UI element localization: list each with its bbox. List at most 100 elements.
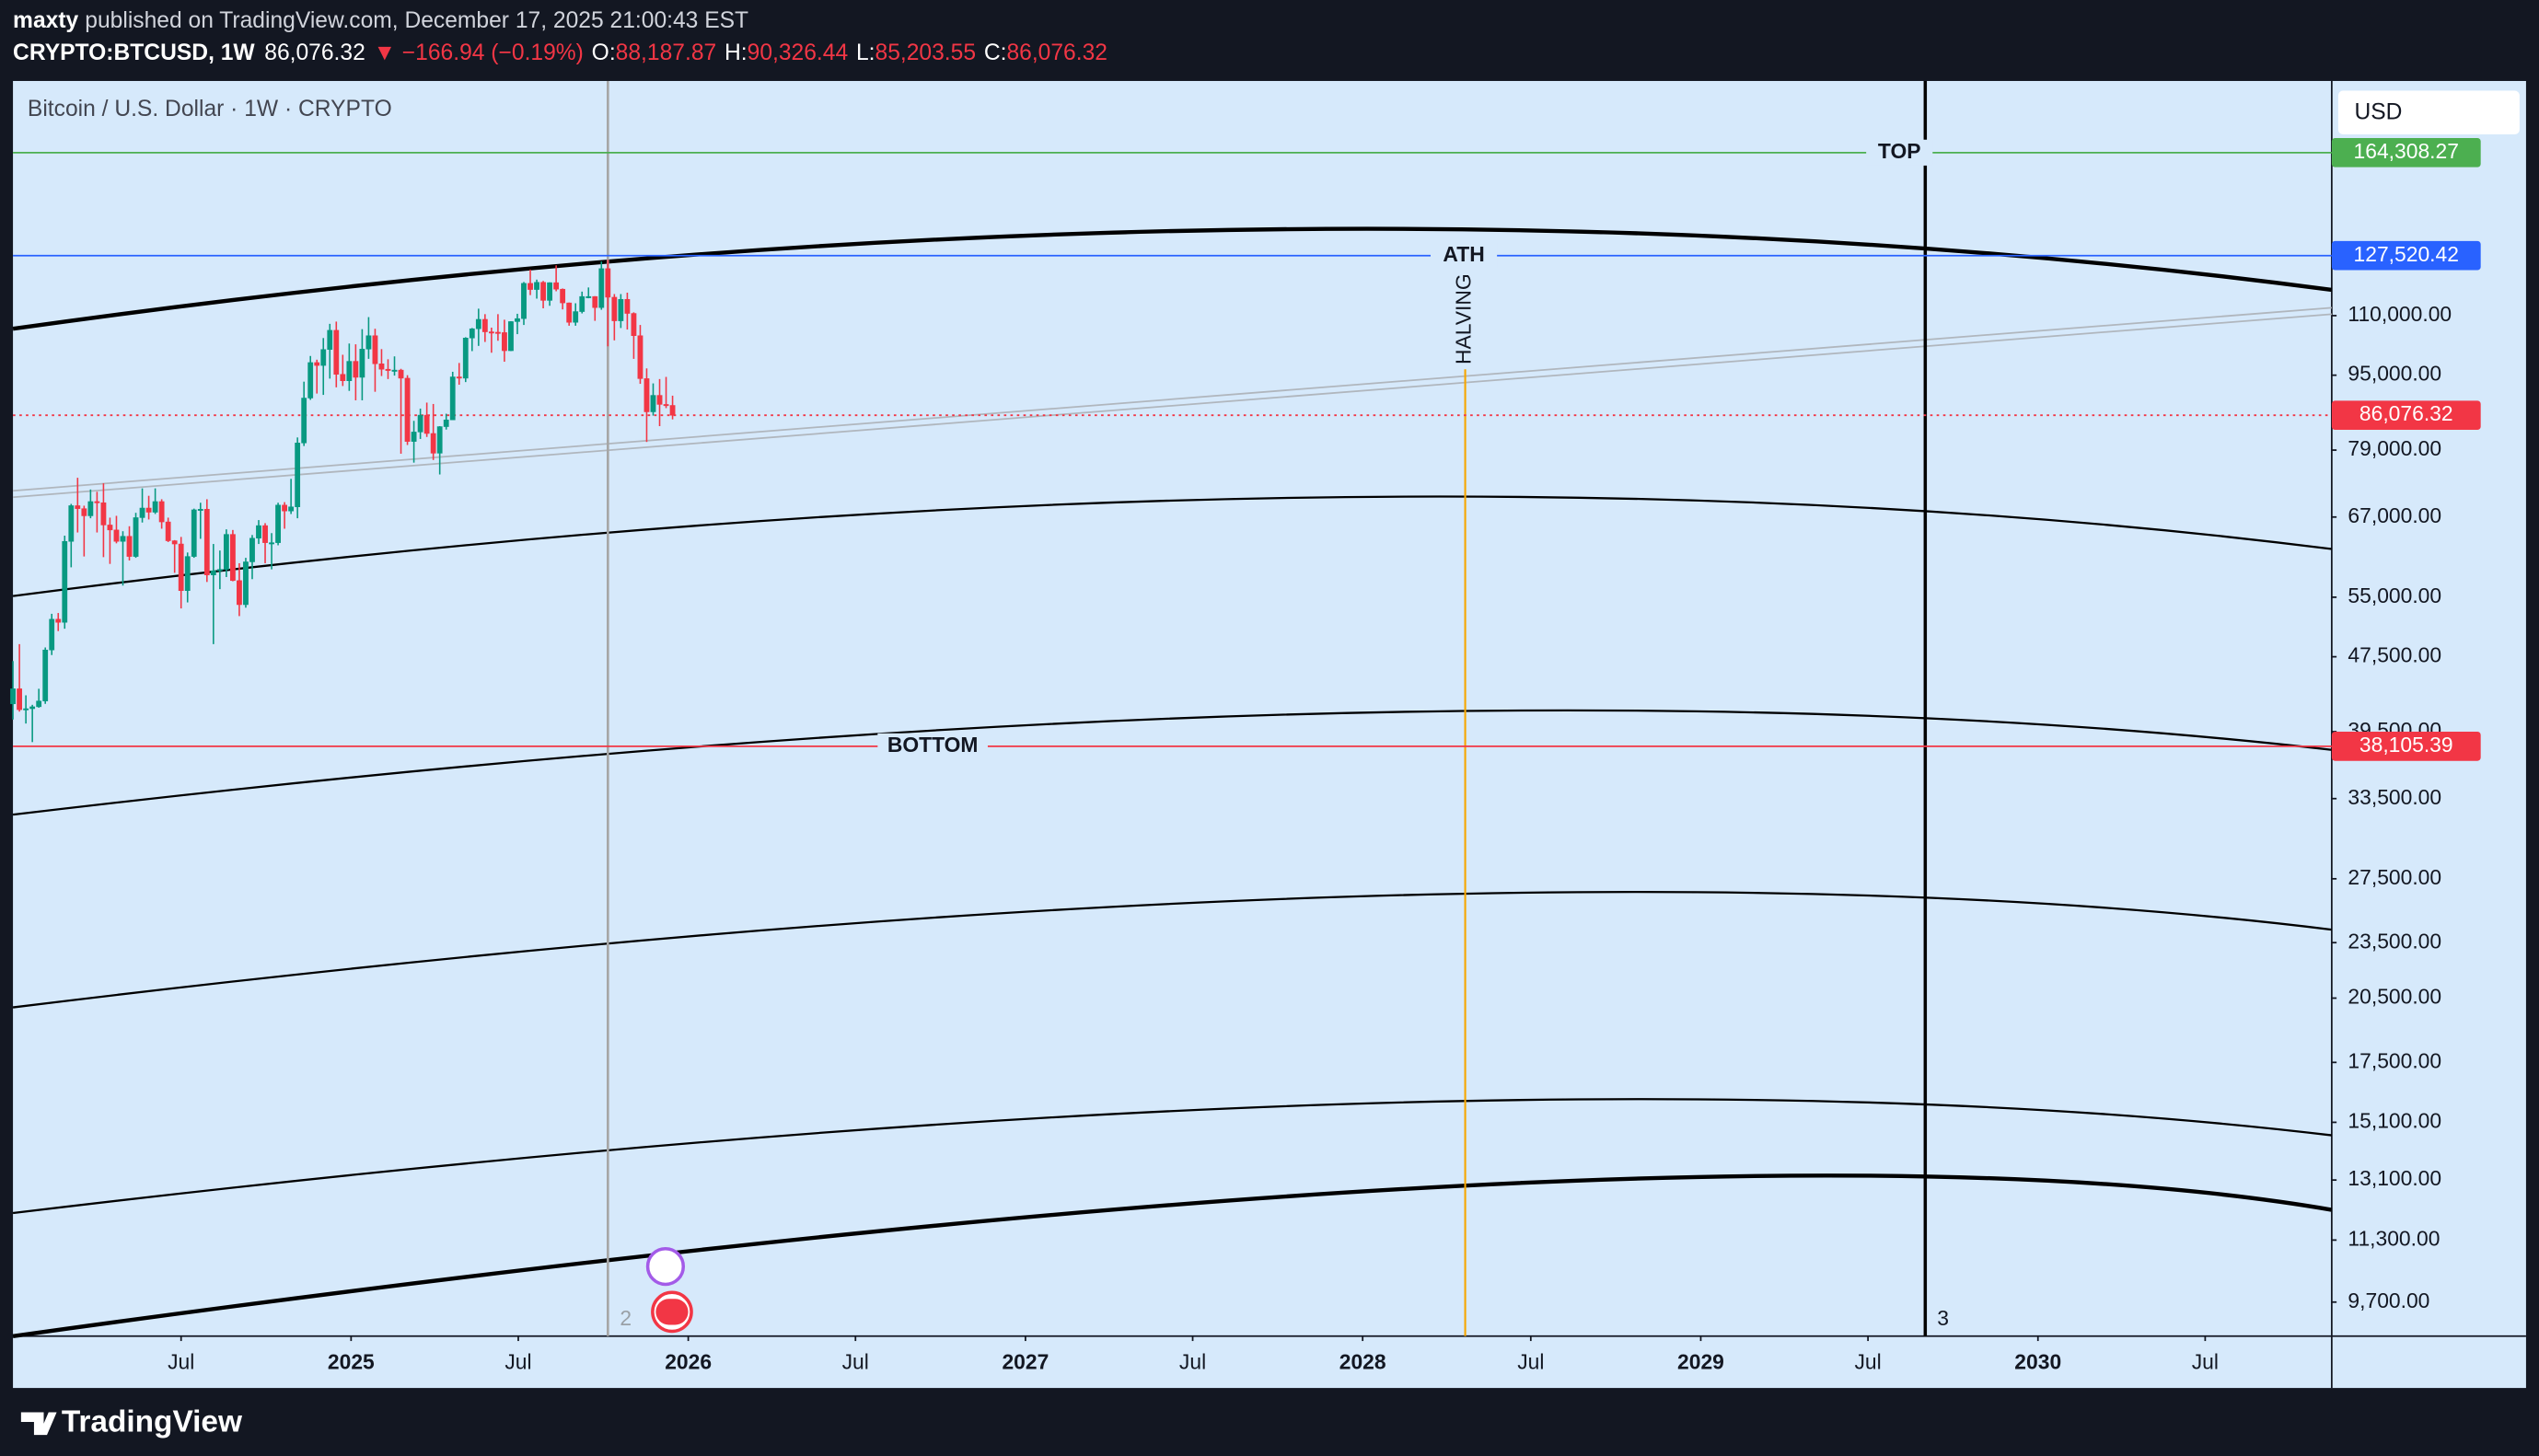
x-tick-label: Jul (1517, 1350, 1544, 1374)
candle-body (113, 529, 120, 542)
candle-body (547, 282, 553, 301)
candle-body (158, 501, 165, 523)
candle-body (637, 335, 643, 379)
price-tag (2331, 732, 2481, 761)
candle-body (423, 414, 430, 434)
marker-label: 2 (620, 1306, 632, 1330)
arc (12, 1098, 2332, 1215)
x-tick-label: 2029 (1677, 1350, 1724, 1374)
candle-body (333, 329, 340, 375)
candle-body (68, 505, 75, 542)
candle-body (469, 328, 475, 339)
x-tick-label: Jul (168, 1350, 194, 1374)
candle-body (320, 349, 327, 366)
x-tick-label: 2028 (1339, 1350, 1386, 1374)
candle-body (353, 361, 359, 378)
candle-body (528, 283, 533, 290)
price-tag (2331, 137, 2481, 168)
y-tick-label: 79,000.00 (2348, 436, 2441, 460)
chart-panel (13, 80, 2526, 1389)
candle-body (223, 534, 229, 570)
candle-body (81, 508, 87, 516)
candle-body (663, 404, 669, 407)
brand-logo (20, 1412, 57, 1436)
y-tick-label: 67,000.00 (2348, 503, 2441, 527)
candle-body (643, 378, 650, 412)
candle-body (126, 536, 133, 557)
candle-body (301, 398, 307, 444)
currency-box[interactable] (2337, 90, 2520, 135)
candle-body (197, 509, 203, 511)
candle-body (502, 332, 507, 352)
change: ▼ −166.94 (−0.19%) (374, 40, 584, 65)
x-tick-label: 2030 (2014, 1350, 2061, 1374)
y-tick-label: 33,500.00 (2348, 785, 2441, 809)
y-tick-label: 13,100.00 (2348, 1166, 2441, 1190)
ohlc-key: C: (984, 40, 1007, 65)
candle-body (269, 542, 274, 545)
candle-body (534, 282, 539, 290)
ohlc-key: L: (856, 40, 875, 65)
candle-body (216, 569, 223, 572)
price-tag-label: 164,308.27 (2354, 139, 2459, 163)
event-icon[interactable] (645, 1246, 686, 1287)
candle-body (378, 364, 385, 370)
candle-body (365, 335, 372, 350)
candle-body (611, 296, 618, 321)
candle-body (488, 331, 494, 334)
candle-body (36, 700, 42, 708)
candle-body (203, 509, 210, 575)
candle-body (275, 504, 281, 543)
candle-body (230, 534, 236, 582)
symbol-line: CRYPTO:BTCUSD, 1W 86,076.32 ▼ −166.94 (−0.… (13, 40, 1107, 65)
x-tick-label: Jul (2192, 1350, 2219, 1374)
candle-body (398, 369, 404, 379)
candle-body (391, 369, 398, 372)
arc (12, 226, 2333, 331)
candle-body (133, 517, 139, 557)
x-tick-label: 2026 (665, 1350, 712, 1374)
candle-body (107, 525, 113, 531)
flag-icon (655, 1299, 689, 1325)
ohlc-key: O: (592, 40, 616, 65)
candle-body (372, 335, 378, 364)
candle-body (579, 295, 585, 312)
candle-body (10, 688, 16, 705)
arc (12, 1173, 2333, 1338)
y-tick-label: 15,100.00 (2348, 1108, 2441, 1132)
level-label: ATH (1443, 242, 1484, 266)
candle-body (411, 432, 417, 442)
candle-body (598, 268, 605, 308)
candle-body (631, 313, 637, 337)
candle-body (521, 283, 527, 319)
candle-body (75, 505, 81, 509)
y-tick-label: 110,000.00 (2348, 302, 2452, 326)
y-tick-label: 9,700.00 (2348, 1288, 2429, 1312)
candle-body (508, 321, 514, 352)
candle-body (282, 504, 288, 512)
price-tag-label: 38,105.39 (2359, 733, 2453, 757)
price-tag-label: 127,520.42 (2354, 242, 2459, 266)
candle-body (23, 708, 29, 711)
candle-body (256, 525, 261, 539)
candle-body (17, 688, 22, 711)
level-label: TOP (1878, 139, 1921, 163)
candle-body (656, 395, 663, 405)
candle-body (481, 318, 488, 332)
price-tag (2331, 400, 2481, 431)
candle-body (669, 405, 676, 416)
candle-body (553, 282, 560, 290)
y-tick-label: 11,300.00 (2348, 1226, 2440, 1250)
symbol: CRYPTO:BTCUSD, 1W (13, 40, 255, 65)
candle-body (618, 298, 624, 321)
candle-body (237, 580, 242, 606)
y-tick-label: 17,500.00 (2348, 1048, 2441, 1072)
candle-body (327, 329, 333, 351)
candle-body (42, 649, 49, 701)
candle-body (540, 282, 546, 301)
ohlc-value: 86,076.32 (1006, 40, 1107, 65)
candle-body (449, 376, 456, 421)
channel-line (13, 313, 2332, 499)
currency[interactable]: USD (2354, 100, 2402, 125)
candle-body (314, 362, 320, 366)
